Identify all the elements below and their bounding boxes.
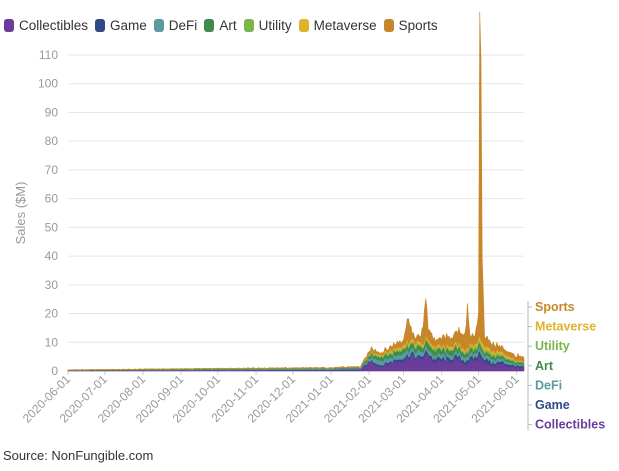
legend-swatch [204,18,215,32]
legend-item-collectibles[interactable]: Collectibles [4,18,88,33]
legend-swatch [243,18,254,32]
legend-label: Collectibles [19,17,89,33]
legend-item-art[interactable]: Art [204,17,237,33]
legend-label: Utility [258,17,292,33]
y-tick-label: 110 [39,48,58,62]
legend-swatch [298,18,309,32]
legend-item-sports[interactable]: Sports [383,17,438,33]
legend-item-utility[interactable]: Utility [243,17,292,33]
y-tick-label: 60 [45,192,59,206]
end-label-collectibles: Collectibles [535,418,605,432]
end-label-defi: DeFi [535,378,562,392]
end-label-utility: Utility [535,339,570,353]
y-tick-label: 40 [45,249,59,263]
y-tick-label: 10 [45,335,59,349]
legend-swatch [95,18,106,32]
y-tick-label: 0 [51,364,58,378]
y-tick-label: 70 [45,163,59,177]
y-tick-label: 100 [38,77,58,91]
legend-label: DeFi [168,17,198,33]
y-axis-label: Sales ($M) [13,182,28,245]
legend-swatch [383,18,394,32]
end-label-sports: Sports [535,300,575,314]
end-label-game: Game [535,398,570,412]
legend-label: Metaverse [313,17,377,33]
legend-swatch [153,18,164,32]
legend-label: Art [219,17,237,33]
y-tick-label: 80 [45,134,59,148]
y-tick-label: 30 [45,278,59,292]
legend-item-game[interactable]: Game [95,18,147,33]
y-tick-label: 50 [45,220,59,234]
end-label-metaverse: Metaverse [535,320,596,334]
y-tick-label: 90 [45,105,59,119]
end-label-art: Art [535,359,554,373]
legend-label: Sports [398,17,438,33]
legend-item-defi[interactable]: DeFi [153,17,198,33]
legend: Collectibles Game DeFi Art Utility Metaverse S… [4,15,445,35]
legend-item-metaverse[interactable]: Metaverse [298,17,377,33]
legend-label: Game [110,17,147,33]
source-note: Source: NonFungible.com [3,448,154,463]
legend-swatch [4,18,14,32]
area-sports [67,11,525,371]
y-tick-label: 20 [45,307,59,321]
